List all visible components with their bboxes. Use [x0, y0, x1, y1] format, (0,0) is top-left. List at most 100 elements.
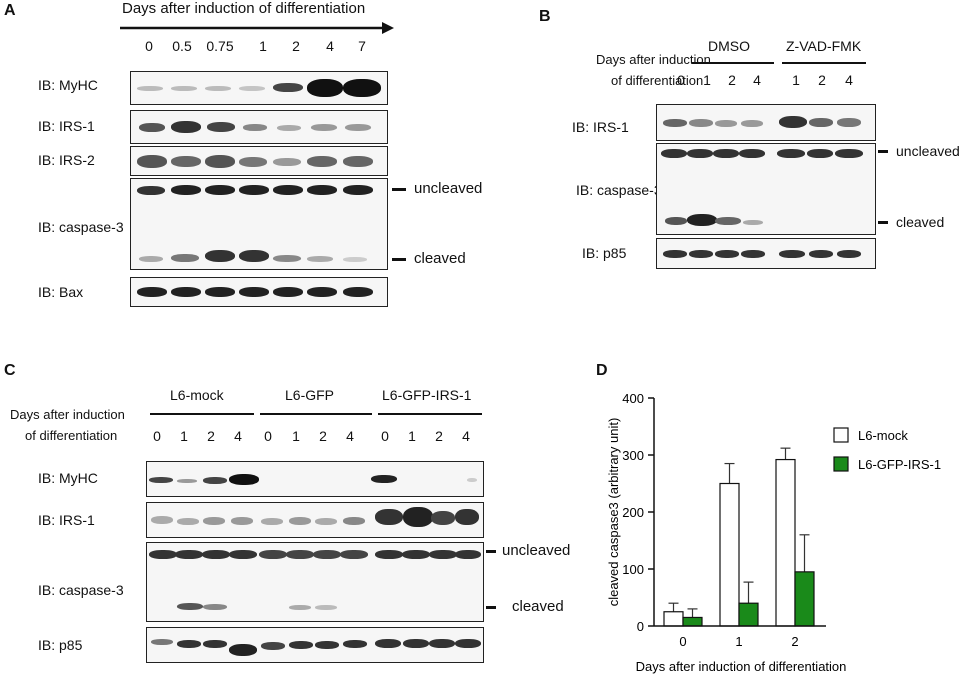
y-tick-label-0: 0 — [637, 619, 644, 634]
panel-c-blot-irs1 — [146, 502, 484, 538]
y-tick-label-3: 300 — [622, 448, 644, 463]
panel-c-group-gfp-irs1-line — [378, 413, 482, 415]
bar-mock-day-1 — [719, 482, 740, 627]
panel-a-lane-6: 7 — [358, 38, 366, 54]
y-tick-label-2: 200 — [622, 505, 644, 520]
panel-b-lane-2: 2 — [728, 72, 736, 88]
panel-c-lane-9: 1 — [408, 428, 416, 444]
legend-swatch-mock — [833, 427, 849, 443]
panel-c-lane-3: 4 — [234, 428, 242, 444]
panel-a-blot-label-myhc: IB: MyHC — [38, 77, 98, 93]
panel-a-lane-2: 0.75 — [206, 38, 234, 54]
panel-c-header-line1: Days after induction — [10, 407, 125, 422]
panel-a-lane-0: 0 — [145, 38, 153, 54]
panel-c-lane-6: 2 — [319, 428, 327, 444]
panel-b-lane-3: 4 — [753, 72, 761, 88]
bar-mock-day-0 — [663, 611, 684, 627]
x-axis-label: Days after induction of differentiation — [636, 659, 847, 674]
panel-a-blot-irs2 — [130, 146, 388, 176]
bar-mock-day-2 — [775, 458, 796, 627]
panel-a-lane-4: 2 — [292, 38, 300, 54]
bar-gfp-irs1-day-0 — [682, 616, 703, 627]
panel-a-uncleaved-dash — [392, 188, 406, 191]
panel-c-group-gfp: L6-GFP — [285, 387, 335, 403]
panel-b-blot-caspase3 — [656, 143, 876, 235]
panel-c-group-mock-line — [150, 413, 254, 415]
panel-b-lane-6: 4 — [845, 72, 853, 88]
panel-a-blot-label-irs2: IB: IRS-2 — [38, 152, 95, 168]
panel-c-lane-2: 2 — [207, 428, 215, 444]
panel-a-lane-5: 4 — [326, 38, 334, 54]
x-tick-label-0: 0 — [679, 634, 686, 649]
panel-b-lane-4: 1 — [792, 72, 800, 88]
panel-c-lane-7: 4 — [346, 428, 354, 444]
panel-b-group-zvad: Z-VAD-FMK — [786, 38, 862, 54]
panel-c-lane-10: 2 — [435, 428, 443, 444]
panel-c-cleaved-label: cleaved — [512, 598, 564, 615]
panel-a-blot-irs1 — [130, 110, 388, 144]
panel-a-blot-label-irs1: IB: IRS-1 — [38, 118, 95, 134]
panel-b-blot-label-irs1: IB: IRS-1 — [572, 119, 629, 135]
panel-c-lane-8: 0 — [381, 428, 389, 444]
panel-c-lane-1: 1 — [180, 428, 188, 444]
panel-c-blot-caspase3 — [146, 542, 484, 622]
panel-c-group-gfp-line — [260, 413, 372, 415]
panel-b-blot-p85 — [656, 238, 876, 269]
bar-gfp-irs1-day-2 — [794, 571, 815, 627]
panel-b-header-line1: Days after induction — [596, 52, 711, 67]
y-tick-label-1: 100 — [622, 562, 644, 577]
panel-a-blot-label-bax: IB: Bax — [38, 284, 84, 300]
legend-label-mock: L6-mock — [858, 428, 908, 443]
panel-b-group-zvad-line — [782, 62, 866, 64]
panel-b-label: B — [539, 8, 551, 25]
panel-a-header: Days after induction of differentiation — [122, 0, 366, 17]
panel-b-group-dmso: DMSO — [708, 38, 750, 54]
panel-c-blot-label-p85: IB: p85 — [38, 637, 83, 653]
panel-a-arrow — [120, 22, 394, 34]
panel-d-label: D — [596, 362, 608, 379]
y-axis-label: cleaved caspase3 (arbitrary unit) — [606, 418, 621, 607]
panel-c-uncleaved-label: uncleaved — [502, 542, 571, 559]
y-tick-label-4: 400 — [622, 391, 644, 406]
panel-a-blot-myhc — [130, 71, 388, 105]
panel-b-cleaved-label: cleaved — [896, 214, 945, 230]
panel-b-header-line2: of differentiation — [611, 73, 704, 88]
panel-c-label: C — [4, 362, 16, 379]
panel-c-blot-label-irs1: IB: IRS-1 — [38, 512, 95, 528]
panel-a-blot-bax — [130, 277, 388, 307]
legend-label-gfp-irs1: L6-GFP-IRS-1 — [858, 457, 941, 472]
panel-c-group-gfp-irs1: L6-GFP-IRS-1 — [382, 387, 472, 403]
panel-a-blot-label-caspase3: IB: caspase-3 — [38, 219, 124, 235]
panel-b-uncleaved-dash — [878, 150, 888, 153]
panel-c-lane-0: 0 — [153, 428, 161, 444]
panel-b-cleaved-dash — [878, 221, 888, 224]
panel-c-group-mock: L6-mock — [170, 387, 224, 403]
panel-a-lane-3: 1 — [259, 38, 267, 54]
panel-a-lane-1: 0.5 — [172, 38, 192, 54]
panel-b-lane-1: 1 — [703, 72, 711, 88]
panel-c-header-line2: of differentiation — [25, 428, 118, 443]
panel-b-lane-0: 0 — [677, 72, 685, 88]
panel-c-blot-p85 — [146, 627, 484, 663]
panel-c-lane-5: 1 — [292, 428, 300, 444]
panel-c-blot-label-caspase3: IB: caspase-3 — [38, 582, 124, 598]
x-tick-label-1: 1 — [735, 634, 742, 649]
panel-c-lane-11: 4 — [462, 428, 470, 444]
panel-b-lane-5: 2 — [818, 72, 826, 88]
bar-gfp-irs1-day-1 — [738, 602, 759, 627]
legend-swatch-gfp-irs1 — [833, 456, 849, 472]
panel-c-blot-myhc — [146, 461, 484, 497]
panel-d-chart: 0 100 200 300 400 0 1 2 cleaved caspase3 (arbi… — [606, 391, 941, 674]
panel-c-uncleaved-dash — [486, 550, 496, 553]
panel-b-uncleaved-label: uncleaved — [896, 143, 959, 159]
x-tick-label-2: 2 — [791, 634, 798, 649]
panel-c-cleaved-dash — [486, 606, 496, 609]
panel-a-label: A — [4, 2, 16, 19]
panel-b-blot-label-p85: IB: p85 — [582, 245, 627, 261]
panel-a-cleaved-label: cleaved — [414, 250, 466, 267]
panel-b-blot-label-caspase3: IB: caspase-3 — [576, 182, 662, 198]
panel-c-lane-4: 0 — [264, 428, 272, 444]
panel-a-cleaved-dash — [392, 258, 406, 261]
panel-c-blot-label-myhc: IB: MyHC — [38, 470, 98, 486]
panel-a-uncleaved-label: uncleaved — [414, 180, 483, 197]
